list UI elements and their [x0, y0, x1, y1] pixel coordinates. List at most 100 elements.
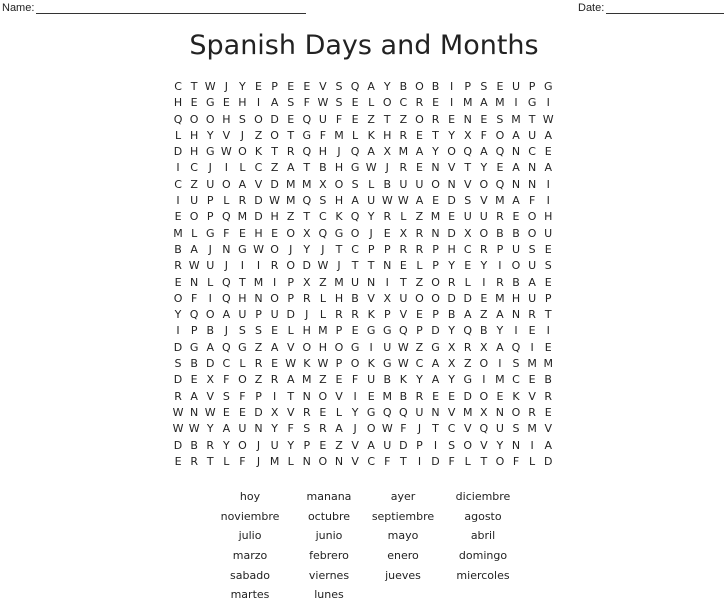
grid-letter: Y	[351, 405, 359, 419]
grid-letter: P	[206, 210, 214, 224]
grid-letter: Y	[222, 438, 230, 452]
grid-letter: G	[366, 405, 376, 419]
grid-letter: J	[369, 226, 373, 240]
grid-letter: W	[317, 259, 329, 273]
grid-letter: D	[173, 438, 183, 452]
grid-letter: P	[335, 357, 343, 371]
grid-letter: T	[432, 128, 439, 142]
grid-letter: J	[321, 242, 325, 256]
grid-letter: J	[208, 242, 212, 256]
grid-letter: V	[399, 308, 408, 322]
grid-letter: J	[224, 324, 228, 338]
grid-letter: E	[271, 324, 279, 338]
grid-letter: U	[367, 194, 376, 208]
grid-letter: G	[350, 340, 360, 354]
grid-letter: A	[431, 373, 440, 387]
grid-letter: R	[399, 128, 408, 142]
grid-letter: U	[544, 226, 553, 240]
grid-letter: W	[397, 194, 409, 208]
grid-letter: Z	[270, 161, 279, 175]
word-list-item: abril	[470, 529, 496, 543]
grid-letter: O	[366, 422, 376, 436]
grid-letter: G	[383, 357, 392, 371]
grid-letter: U	[479, 210, 488, 224]
grid-letter: E	[271, 357, 279, 371]
grid-letter: A	[496, 308, 504, 322]
word-list-item: septiembre	[371, 509, 435, 523]
grid-letter: I	[530, 438, 534, 452]
grid-letter: P	[383, 308, 391, 322]
grid-letter: H	[334, 291, 344, 305]
grid-letter: E	[432, 194, 440, 208]
grid-letter: Y	[432, 145, 439, 159]
grid-letter: W	[397, 357, 409, 371]
grid-letter: H	[190, 128, 199, 142]
grid-letter: Z	[480, 308, 488, 322]
grid-letter: I	[353, 389, 357, 403]
grid-letter: W	[285, 357, 297, 371]
grid-letter: J	[224, 259, 228, 273]
grid-letter: A	[512, 161, 520, 175]
grid-letter: M	[302, 177, 312, 191]
grid-letter: L	[174, 128, 182, 142]
grid-letter: Q	[399, 405, 408, 419]
grid-letter: S	[335, 80, 343, 93]
grid-letter: I	[546, 324, 550, 338]
grid-letter: A	[415, 145, 424, 159]
grid-letter: L	[319, 291, 326, 305]
grid-letter: I	[546, 177, 550, 191]
grid-letter: O	[479, 226, 489, 240]
grid-letter: S	[287, 96, 295, 110]
grid-letter: Y	[448, 324, 455, 338]
grid-letter: S	[496, 112, 504, 126]
grid-letter: S	[238, 324, 246, 338]
grid-letter: U	[238, 308, 247, 322]
grid-letter: S	[351, 177, 359, 191]
grid-letter: C	[367, 454, 376, 468]
grid-letter: S	[448, 438, 456, 452]
word-list-item: diciembre	[455, 490, 511, 503]
grid-letter: C	[351, 242, 359, 256]
grid-letter: N	[254, 291, 263, 305]
grid-letter: V	[206, 389, 214, 403]
grid-letter: T	[287, 389, 295, 403]
grid-letter: S	[222, 389, 230, 403]
grid-letter: A	[480, 145, 488, 159]
grid-letter: N	[463, 112, 472, 126]
grid-letter: U	[495, 422, 504, 436]
date-field: Date:	[578, 2, 725, 14]
grid-letter: O	[270, 242, 279, 256]
grid-letter: W	[253, 242, 264, 256]
grid-letter: B	[512, 275, 520, 289]
grid-letter: Y	[206, 128, 214, 142]
grid-letter: H	[238, 96, 247, 110]
grid-letter: Q	[463, 145, 473, 159]
grid-letter: S	[255, 324, 262, 338]
grid-letter: F	[239, 454, 246, 468]
grid-letter: O	[318, 389, 328, 403]
grid-letter: D	[302, 259, 312, 273]
grid-letter: U	[415, 177, 424, 191]
grid-letter: O	[334, 340, 344, 354]
grid-letter: W	[365, 161, 377, 175]
grid-letter: I	[176, 161, 180, 175]
grid-letter: P	[544, 291, 552, 305]
grid-letter: R	[190, 454, 198, 468]
grid-letter: B	[190, 438, 198, 452]
grid-letter: Y	[480, 161, 488, 175]
grid-letter: R	[447, 275, 456, 289]
grid-letter: H	[511, 291, 521, 305]
grid-letter: S	[319, 194, 327, 208]
grid-letter: T	[303, 161, 311, 175]
grid-letter: D	[254, 194, 263, 208]
grid-letter: E	[528, 324, 536, 338]
grid-letter: M	[495, 194, 505, 208]
grid-letter: J	[337, 145, 341, 159]
grid-letter: O	[431, 291, 440, 305]
grid-letter: E	[335, 373, 343, 387]
grid-letter: X	[480, 405, 488, 419]
grid-letter: A	[367, 438, 375, 452]
grid-letter: U	[351, 275, 360, 289]
grid-letter: E	[480, 112, 488, 126]
grid-letter: Z	[399, 112, 408, 126]
